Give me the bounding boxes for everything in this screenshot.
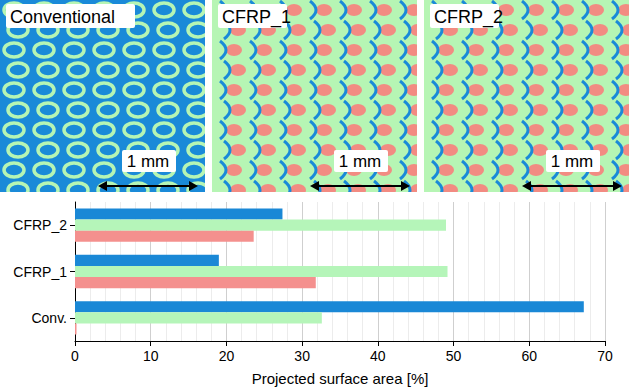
svg-text:50: 50 <box>446 348 462 364</box>
svg-text:Conv.: Conv. <box>31 310 67 326</box>
svg-text:0: 0 <box>71 348 79 364</box>
svg-text:CFRP_2: CFRP_2 <box>13 217 67 233</box>
svg-text:1 mm: 1 mm <box>551 152 594 171</box>
svg-text:20: 20 <box>219 348 235 364</box>
svg-text:CFRP_1: CFRP_1 <box>13 264 67 280</box>
svg-text:Projected surface area [%]: Projected surface area [%] <box>252 370 429 387</box>
svg-text:40: 40 <box>370 348 386 364</box>
svg-text:1 mm: 1 mm <box>127 152 170 171</box>
svg-text:70: 70 <box>597 348 613 364</box>
svg-text:60: 60 <box>521 348 537 364</box>
svg-text:CFRP_1: CFRP_1 <box>222 7 291 28</box>
svg-text:10: 10 <box>143 348 159 364</box>
svg-text:1 mm: 1 mm <box>339 152 382 171</box>
svg-text:Conventional: Conventional <box>10 7 115 27</box>
svg-text:CFRP_2: CFRP_2 <box>434 7 503 28</box>
svg-text:30: 30 <box>294 348 310 364</box>
